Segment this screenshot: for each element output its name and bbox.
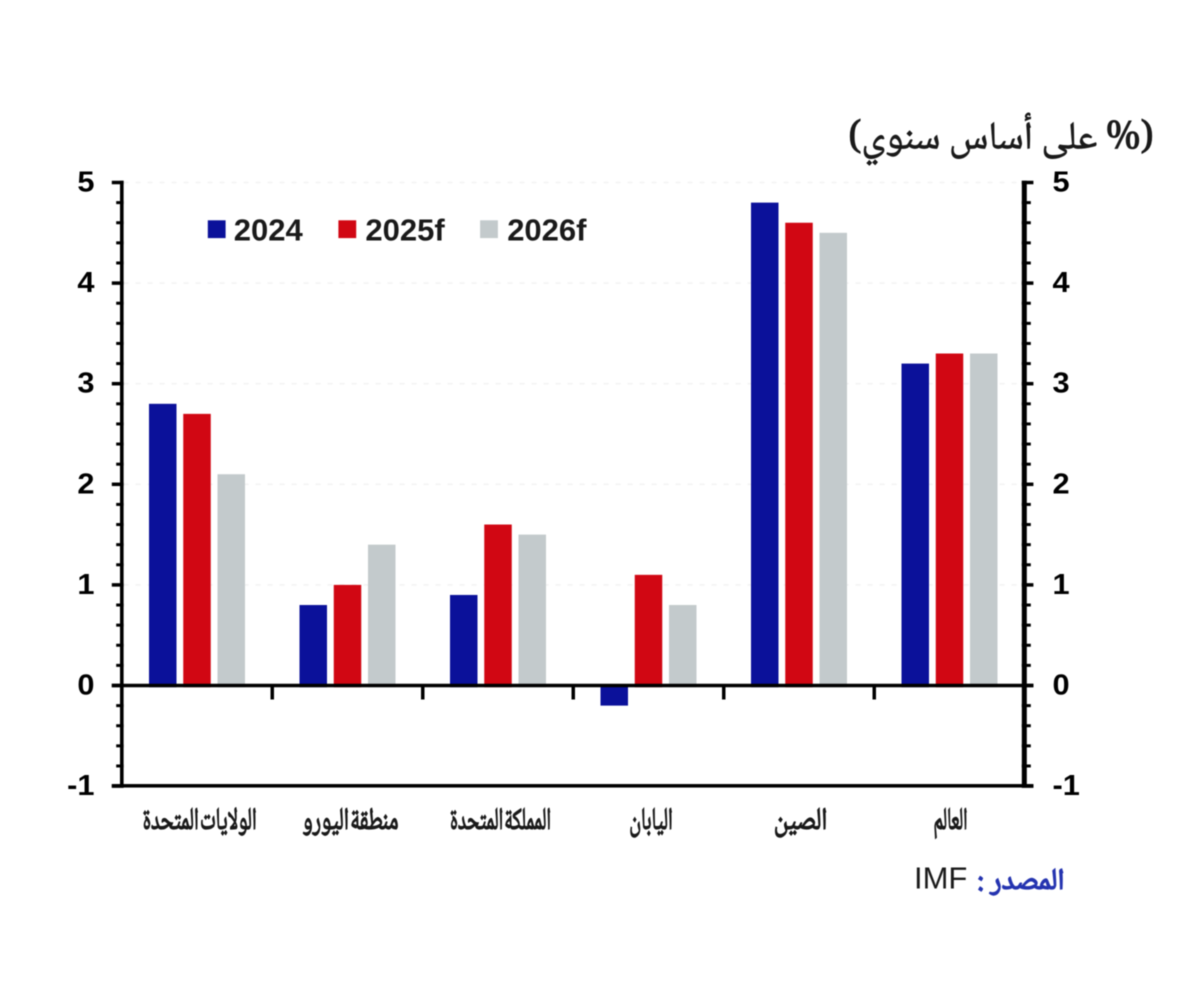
svg-text:3: 3 [77, 367, 94, 399]
svg-text:2: 2 [1053, 468, 1070, 500]
svg-text:4: 4 [1053, 267, 1070, 299]
svg-text:5: 5 [1053, 166, 1070, 198]
svg-text:2026f: 2026f [507, 213, 587, 248]
svg-text:1: 1 [1053, 569, 1070, 601]
svg-text:1: 1 [77, 569, 94, 601]
svg-text:IMF: IMF [914, 861, 967, 896]
svg-text:2: 2 [77, 468, 94, 500]
svg-text:4: 4 [77, 267, 94, 299]
svg-text:0: 0 [77, 669, 94, 701]
svg-text:5: 5 [77, 166, 94, 198]
svg-text:-1: -1 [67, 770, 94, 802]
svg-text:2025f: 2025f [365, 213, 445, 248]
svg-text:0: 0 [1053, 669, 1070, 701]
svg-text:-1: -1 [1053, 770, 1080, 802]
svg-text:3: 3 [1053, 367, 1070, 399]
svg-text:2024: 2024 [234, 213, 304, 248]
